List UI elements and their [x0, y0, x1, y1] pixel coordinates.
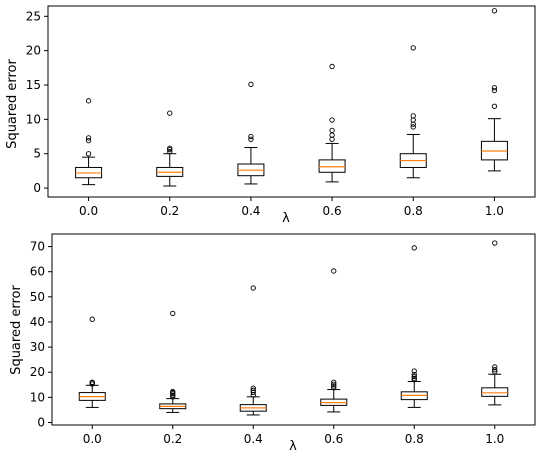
outlier-point: [170, 392, 176, 398]
x-tick-label: 0.6: [323, 204, 342, 218]
outlier-point: [492, 364, 498, 370]
outlier-point: [85, 98, 92, 104]
y-tick-label: 60: [30, 265, 45, 279]
x-tick-label: 1.0: [485, 204, 504, 218]
outlier-point: [492, 367, 498, 373]
outlier-point: [331, 385, 337, 391]
iqr-box: [318, 159, 346, 173]
y-tick-label: 20: [30, 365, 45, 379]
outlier-point: [250, 387, 256, 393]
outlier-point: [85, 151, 92, 157]
outlier-point: [411, 377, 417, 383]
outlier-point: [170, 310, 176, 317]
box-group-0.4: [239, 285, 267, 416]
outlier-point: [411, 375, 417, 381]
y-axis-label: Squared error: [9, 285, 24, 375]
x-tick-label: 0.4: [241, 204, 260, 218]
x-axis-label: λ: [282, 211, 290, 226]
outlier-point: [331, 383, 337, 389]
outlier-point: [491, 103, 498, 109]
x-tick-label: 0.8: [404, 204, 423, 218]
outlier-point: [491, 85, 498, 91]
outlier-point: [329, 117, 335, 123]
box-group-0.6: [318, 63, 346, 183]
y-tick-label: 50: [30, 290, 45, 304]
x-tick-label: 1.0: [485, 432, 504, 446]
box-group-0.8: [399, 45, 427, 179]
y-tick-label: 0: [37, 415, 45, 429]
box-group-1.0: [481, 240, 509, 406]
outlier-point: [410, 124, 416, 130]
outlier-point: [250, 285, 256, 291]
x-tick-label: 0.8: [405, 432, 424, 446]
plot-frame: [47, 5, 536, 198]
top-boxplot-chart: Squared error λ 0 5 10 15 20 25 0.0 0.2 0.4 0.6 0.…: [5, 5, 536, 226]
box-group-0.8: [400, 245, 428, 408]
outlier-point: [167, 110, 173, 116]
iqr-box: [481, 387, 509, 397]
y-axis-label: Squared error: [5, 59, 20, 149]
y-tick-label: 30: [30, 340, 45, 354]
outlier-point: [411, 373, 417, 380]
outlier-point: [492, 240, 498, 246]
box-group-0.4: [237, 81, 265, 185]
outlier-point: [331, 381, 337, 387]
outlier-point: [331, 268, 337, 274]
outlier-point: [410, 113, 416, 119]
outlier-point: [411, 245, 417, 251]
y-tick-label: 70: [30, 240, 45, 254]
outlier-point: [89, 379, 95, 385]
box-group-0.2: [159, 310, 187, 413]
outlier-point: [167, 149, 173, 155]
box-group-0.0: [75, 98, 103, 186]
outlier-point: [85, 138, 92, 144]
x-tick-label: 0.4: [244, 432, 263, 446]
y-tick-label: 0: [33, 181, 41, 195]
plot-frame: [51, 233, 536, 426]
x-axis-label: λ: [289, 439, 297, 454]
outlier-point: [85, 135, 92, 141]
y-tick-label: 40: [30, 315, 45, 329]
x-tick-label: 0.0: [83, 432, 102, 446]
x-tick-label: 0.2: [160, 204, 179, 218]
y-tick-label: 25: [26, 9, 41, 23]
x-tick-label: 0.2: [163, 432, 182, 446]
outlier-point: [248, 136, 254, 142]
box-group-0.6: [320, 268, 348, 413]
outlier-point: [411, 368, 417, 374]
outlier-point: [329, 63, 335, 70]
y-tick-label: 5: [33, 147, 41, 161]
y-tick-label: 10: [30, 390, 45, 404]
outlier-point: [329, 127, 335, 134]
outlier-point: [411, 371, 417, 378]
y-tick-label: 15: [26, 78, 41, 92]
box-group-0.0: [78, 316, 106, 408]
outlier-point: [250, 385, 256, 391]
y-tick-label: 20: [26, 44, 41, 58]
outlier-point: [491, 8, 498, 14]
y-tick-label: 10: [26, 112, 41, 126]
outlier-point: [248, 133, 254, 140]
box-group-0.2: [156, 110, 184, 187]
outlier-point: [248, 81, 254, 87]
outlier-point: [410, 45, 416, 51]
outlier-point: [331, 379, 337, 385]
box-group-1.0: [480, 8, 508, 172]
x-tick-label: 0.0: [79, 204, 98, 218]
outlier-point: [491, 87, 498, 94]
x-tick-label: 0.6: [324, 432, 343, 446]
outlier-point: [170, 388, 176, 395]
outlier-point: [89, 316, 95, 322]
bottom-boxplot-chart: Squared error λ 0 10 20 30 40 50 60 70 0.0 0.2 0.4…: [9, 233, 536, 454]
outlier-point: [167, 145, 173, 151]
